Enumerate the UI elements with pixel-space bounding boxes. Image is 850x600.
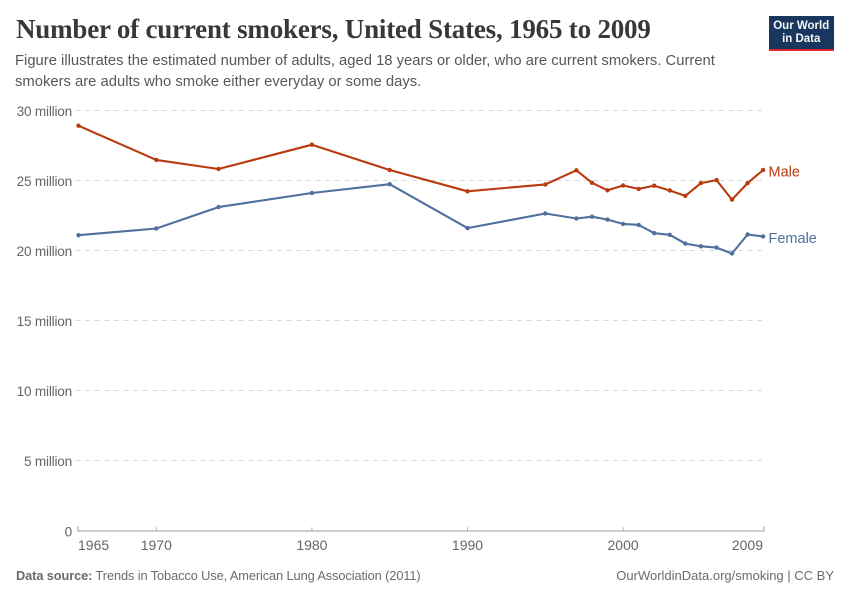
svg-text:20 million: 20 million (17, 244, 72, 259)
svg-text:25 million: 25 million (17, 174, 72, 189)
svg-text:Female: Female (769, 231, 817, 247)
svg-text:1965: 1965 (78, 537, 109, 553)
svg-text:0: 0 (65, 525, 73, 540)
svg-text:Male: Male (769, 165, 800, 181)
svg-text:2009: 2009 (732, 537, 763, 553)
svg-text:1990: 1990 (452, 537, 483, 553)
svg-text:1980: 1980 (296, 537, 327, 553)
svg-text:5 million: 5 million (24, 454, 72, 469)
svg-text:2000: 2000 (608, 537, 639, 553)
svg-text:30 million: 30 million (17, 104, 72, 119)
svg-text:10 million: 10 million (17, 384, 72, 399)
svg-text:15 million: 15 million (17, 314, 72, 329)
svg-text:1970: 1970 (141, 537, 172, 553)
